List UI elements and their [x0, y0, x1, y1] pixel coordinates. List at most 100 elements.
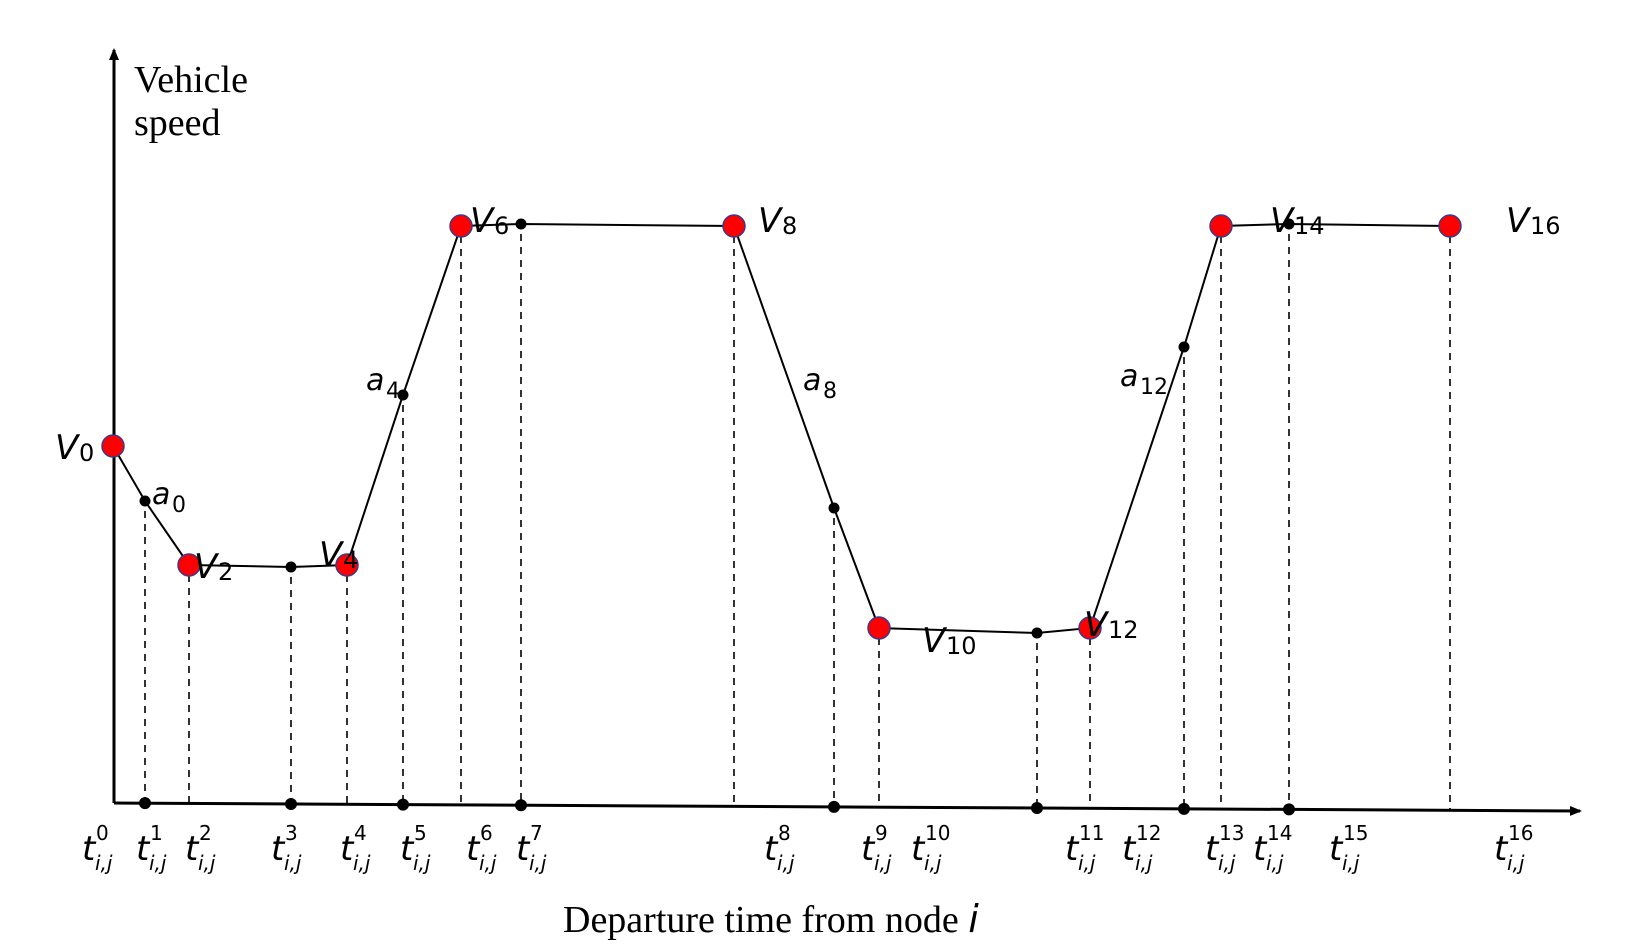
- time-tick-label-12: t 12 i,j: [1122, 821, 1161, 875]
- svg-text:t: t: [911, 829, 926, 869]
- svg-text:t: t: [1494, 829, 1509, 869]
- svg-text:7: 7: [530, 821, 543, 845]
- svg-text:14: 14: [1294, 212, 1325, 240]
- svg-text:14: 14: [1267, 821, 1292, 845]
- svg-text:V: V: [1084, 605, 1110, 645]
- axis-dot-5: [397, 798, 409, 811]
- svg-text:t: t: [400, 829, 415, 869]
- svg-text:t: t: [1122, 829, 1137, 869]
- speed-node-4: [335, 553, 359, 577]
- svg-text:0: 0: [172, 493, 186, 518]
- axis-dot-13: [1178, 802, 1190, 815]
- svg-text:t: t: [271, 829, 286, 869]
- svg-text:3: 3: [285, 821, 298, 845]
- y-axis-label-line1: Vehicle: [134, 59, 248, 101]
- svg-text:i,j: i,j: [874, 851, 892, 875]
- time-tick-labels: t 0i,j t 1i,j t 2i,j t 3i,j t 4i,j t 5i,j t 6i,j t 7i,j…: [82, 821, 1533, 875]
- speed-profile-line: [112, 222, 1451, 635]
- svg-text:t: t: [136, 829, 151, 869]
- speed-label-v10: V 10: [922, 621, 977, 661]
- time-tick-label-1: t 1 i,j: [136, 821, 167, 875]
- svg-text:i,j: i,j: [777, 851, 795, 875]
- svg-text:4: 4: [354, 821, 367, 845]
- profile-dot-7: [515, 218, 527, 230]
- speed-node-16: [1438, 214, 1462, 238]
- axis-dot-15: [1283, 803, 1295, 816]
- dashed-drop-lines: [144, 234, 1451, 811]
- svg-text:V: V: [194, 547, 220, 587]
- profile-dot-11: [1031, 627, 1043, 639]
- time-tick-label-16: t 16 i,j: [1494, 821, 1533, 875]
- axis-dot-11: [1031, 802, 1043, 815]
- speed-node-10: [867, 616, 891, 640]
- svg-text:V: V: [1506, 201, 1532, 241]
- axis-dot-9: [828, 800, 840, 813]
- svg-text:V: V: [922, 621, 948, 661]
- time-tick-label-5: t 5 i,j: [400, 821, 431, 875]
- y-axis-label-line2: speed: [134, 102, 221, 144]
- svg-text:i,j: i,j: [1342, 851, 1360, 875]
- svg-text:i,j: i,j: [529, 851, 547, 875]
- svg-text:t: t: [1205, 829, 1220, 869]
- svg-text:10: 10: [946, 632, 977, 660]
- profile-dot-13: [1178, 341, 1190, 353]
- svg-text:V: V: [55, 428, 81, 468]
- time-tick-label-10: t 10 i,j: [911, 821, 950, 875]
- svg-text:0: 0: [96, 821, 109, 845]
- svg-text:i,j: i,j: [1135, 851, 1153, 875]
- svg-text:t: t: [82, 829, 97, 869]
- svg-text:t: t: [764, 829, 779, 869]
- svg-text:i,j: i,j: [1507, 851, 1525, 875]
- axis-dot-1: [139, 797, 151, 810]
- svg-text:t: t: [1253, 829, 1268, 869]
- svg-text:V: V: [1270, 201, 1296, 241]
- time-tick-label-8: t 8 i,j: [764, 821, 795, 875]
- svg-text:8: 8: [782, 212, 797, 240]
- svg-text:t: t: [1329, 829, 1344, 869]
- time-tick-label-4: t 4 i,j: [340, 821, 371, 875]
- acceleration-labels: a 0a 4 a 8 a 12: [152, 359, 1168, 518]
- speed-node-12: [1078, 616, 1102, 640]
- speed-node-0: [101, 434, 125, 458]
- svg-text:4: 4: [386, 379, 400, 404]
- profile-dot-15: [1283, 218, 1295, 230]
- profile-dot-9: [828, 502, 840, 514]
- profile-midpoint-dots: [139, 218, 1295, 639]
- x-axis-label: Departure time from node i: [563, 897, 979, 941]
- svg-text:t: t: [185, 829, 200, 869]
- time-tick-label-15: t 15 i,j: [1329, 821, 1368, 875]
- time-tick-label-13: t 13 i,j: [1205, 821, 1244, 875]
- svg-text:16: 16: [1508, 821, 1533, 845]
- svg-text:1: 1: [150, 821, 163, 845]
- time-tick-label-14: t 14 i,j: [1253, 821, 1292, 875]
- time-tick-label-2: t 2 i,j: [185, 821, 216, 875]
- speed-node-2: [177, 553, 201, 577]
- svg-text:i,j: i,j: [149, 851, 167, 875]
- profile-dot-3: [285, 561, 297, 573]
- svg-text:i,j: i,j: [198, 851, 216, 875]
- profile-dot-5: [397, 389, 409, 401]
- speed-node-8: [722, 214, 746, 238]
- svg-text:4: 4: [343, 546, 358, 574]
- svg-text:12: 12: [1140, 375, 1168, 400]
- speed-label-v14: V 14: [1270, 201, 1325, 241]
- svg-text:V: V: [470, 201, 496, 241]
- time-tick-label-6: t 6 i,j: [466, 821, 497, 875]
- svg-text:a: a: [803, 363, 821, 398]
- svg-text:a: a: [366, 363, 384, 398]
- svg-text:2: 2: [199, 821, 212, 845]
- svg-text:16: 16: [1530, 212, 1561, 240]
- svg-text:0: 0: [79, 439, 94, 467]
- svg-text:10: 10: [925, 821, 950, 845]
- speed-labels: V 0V 2 V 4V 6 V 8V 10V 12V 14 V 16: [55, 201, 1561, 661]
- svg-text:t: t: [1065, 829, 1080, 869]
